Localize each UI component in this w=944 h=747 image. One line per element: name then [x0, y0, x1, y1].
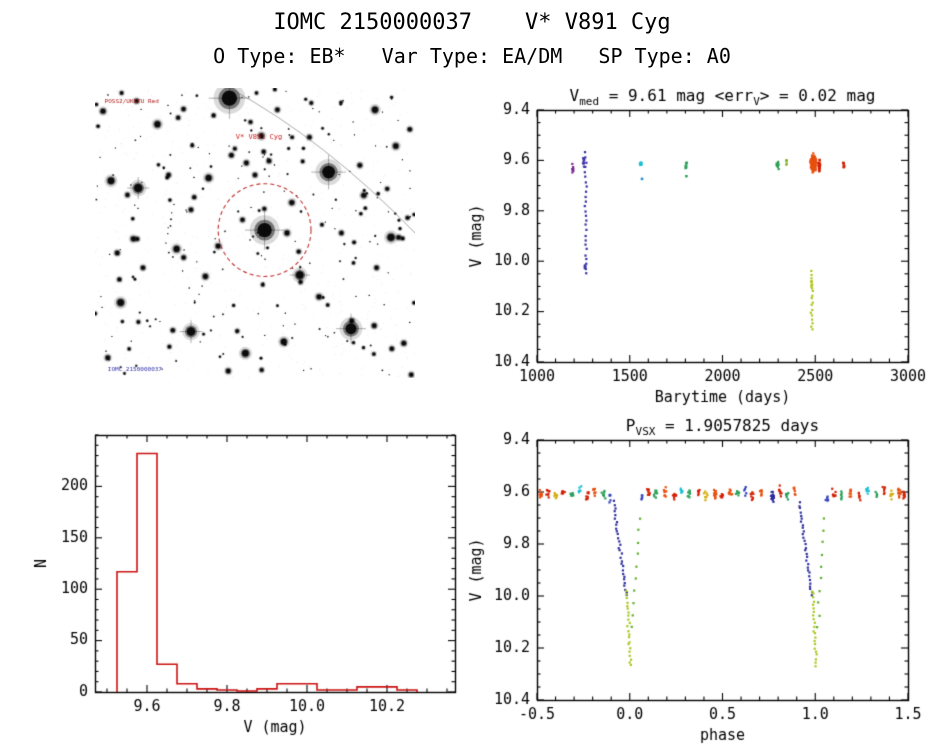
page-title: IOMC 2150000037 V* V891 Cyg: [273, 10, 671, 35]
finder-chart-image: [95, 88, 415, 378]
phase-folded-plot: [455, 418, 944, 747]
page-subtitle: O Type: EB* Var Type: EA/DM SP Type: A0: [213, 44, 731, 68]
lightcurve-plot: [455, 82, 944, 417]
magnitude-histogram: [30, 425, 470, 747]
